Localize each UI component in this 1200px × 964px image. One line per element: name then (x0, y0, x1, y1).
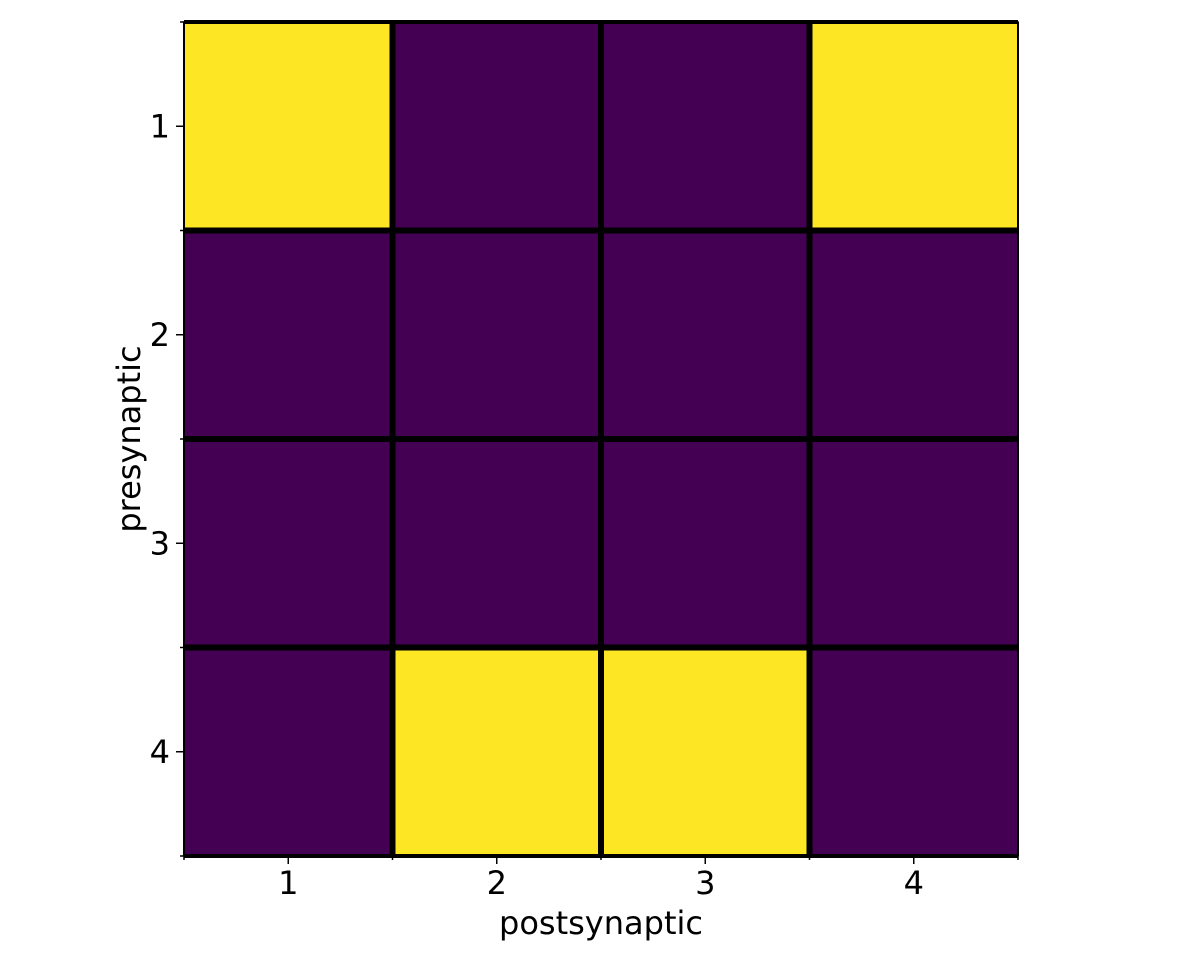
heatmap-cell-r3-c4 (809, 439, 1018, 648)
y-tick-label: 1 (150, 107, 170, 145)
heatmap-cell-r2-c3 (601, 230, 810, 439)
heatmap-cell-r1-c2 (392, 22, 601, 231)
heatmap-cell-r4-c2 (392, 647, 601, 856)
y-tick-label: 3 (150, 524, 170, 562)
heatmap-cell-r4-c1 (184, 647, 393, 856)
y-tick-label: 4 (150, 733, 170, 771)
y-axis-label: presynaptic (110, 345, 148, 532)
heatmap-cell-r1-c3 (601, 22, 810, 231)
x-tick-label: 2 (487, 864, 507, 902)
x-tick-label: 3 (695, 864, 715, 902)
heatmap-cell-r4-c3 (601, 647, 810, 856)
heatmap-cell-r4-c4 (809, 647, 1018, 856)
heatmap-cell-r2-c2 (392, 230, 601, 439)
heatmap-cell-r2-c1 (184, 230, 393, 439)
heatmap-cell-r3-c1 (184, 439, 393, 648)
heatmap-cell-r3-c2 (392, 439, 601, 648)
x-tick-label: 1 (278, 864, 298, 902)
heatmap-cells (184, 22, 1018, 856)
x-tick-label: 4 (904, 864, 924, 902)
heatmap-cell-r2-c4 (809, 230, 1018, 439)
y-tick-label: 2 (150, 316, 170, 354)
x-axis-label: postsynaptic (499, 904, 703, 942)
heatmap-cell-r3-c3 (601, 439, 810, 648)
heatmap-cell-r1-c4 (809, 22, 1018, 231)
heatmap-cell-r1-c1 (184, 22, 393, 231)
axis-ticks: 1 2 3 4 1 2 3 4 (150, 21, 1019, 902)
